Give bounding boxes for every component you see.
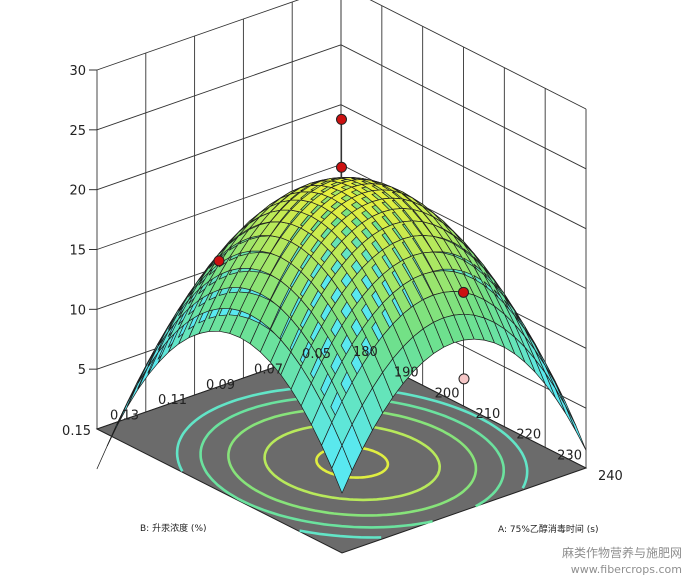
- y-tick-label: 0.15: [62, 424, 91, 439]
- x-tick-label: 180: [353, 345, 378, 360]
- x-tick-label: 200: [435, 386, 460, 401]
- x-tick-label: 230: [557, 448, 582, 463]
- y-tick-label: 0.11: [158, 393, 187, 408]
- watermark-line1: 麻类作物营养与施肥网: [562, 545, 682, 560]
- x-tick-label: 220: [516, 428, 541, 443]
- design-point: [336, 161, 347, 173]
- contour-line: [299, 529, 382, 539]
- z-tick-label: 20: [69, 184, 86, 199]
- left-wall-zgrid-line: [96, 0, 300, 71]
- z-tick-label: 10: [69, 303, 86, 318]
- z-tick-label: 25: [69, 124, 86, 139]
- contour-line: [263, 423, 442, 502]
- contour-line: [227, 407, 478, 517]
- design-point: [458, 373, 470, 385]
- left-wall-zgrid-line: [96, 164, 342, 250]
- design-point: [336, 113, 347, 125]
- design-point: [458, 286, 469, 298]
- x-axis-title: A: 75%乙醇消毒时间 (s): [498, 523, 598, 535]
- z-tick-label: 30: [69, 64, 86, 79]
- contour-line: [199, 395, 506, 529]
- design-points: [213, 113, 470, 385]
- x-tick-label: 210: [476, 407, 501, 422]
- left-wall-zgrid-line: [96, 44, 342, 131]
- y-tick-label: 0.13: [110, 409, 139, 424]
- z-tick-label: 5: [78, 363, 86, 378]
- x-tick-label: 190: [394, 366, 419, 381]
- y-tick-label: 0.07: [254, 362, 283, 377]
- surface-cell: [555, 388, 577, 432]
- watermark-line2: www.fibercrops.com: [571, 563, 682, 576]
- surface-cell: [544, 372, 567, 414]
- design-point: [213, 255, 225, 267]
- left-wall-zgrid-line: [96, 104, 342, 191]
- axis-ticks: 5 10 15 20 25 30 0.05 0.07 0.09 0.11 0.13 0.15 180 19…: [62, 64, 623, 484]
- response-surface: [96, 177, 587, 494]
- x-tick-label: 240: [598, 469, 623, 484]
- y-tick-label: 0.09: [206, 378, 235, 393]
- y-axis-title: B: 升汞浓度 (%): [140, 522, 207, 534]
- surface-cell: [565, 405, 587, 451]
- y-tick-label: 0.05: [302, 347, 331, 362]
- z-tick-label: 15: [69, 244, 86, 259]
